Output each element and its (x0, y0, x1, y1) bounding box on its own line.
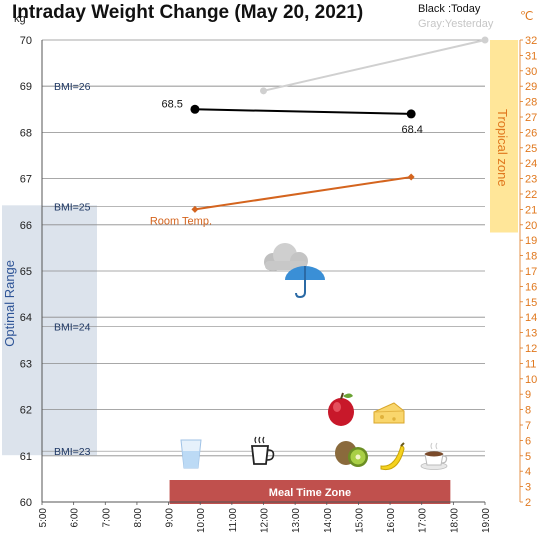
apple-icon (328, 392, 354, 426)
y-tick-label: 64 (20, 312, 32, 324)
y2-tick-label: 6 (525, 435, 531, 447)
y2-tick-label: 17 (525, 266, 537, 278)
y-tick-label: 69 (20, 81, 32, 93)
y2-tick-label: 9 (525, 389, 531, 401)
kiwi-icon (335, 441, 368, 467)
chart-title: Intraday Weight Change (May 20, 2021) (12, 2, 363, 23)
y2-tick-label: 30 (525, 66, 537, 78)
y2-tick-label: 7 (525, 420, 531, 432)
y-unit-label: kg (14, 13, 26, 25)
y2-tick-label: 20 (525, 220, 537, 232)
y-tick-label: 66 (20, 220, 32, 232)
y2-tick-label: 21 (525, 204, 537, 216)
room-temp-point (407, 173, 415, 181)
y2-tick-label: 14 (525, 312, 537, 324)
y-tick-label: 63 (20, 358, 32, 370)
today-line (194, 108, 412, 115)
yesterday-point (481, 36, 489, 44)
legend-today: Black :Today (418, 3, 481, 15)
x-tick-label: 14:00 (323, 508, 334, 533)
bmi-label: BMI=24 (54, 321, 91, 333)
legend-yesterday: Gray:Yesterday (418, 18, 494, 30)
room-temp-line (194, 176, 412, 211)
y-tick-label: 65 (20, 266, 32, 278)
y2-tick-label: 28 (525, 97, 537, 109)
y2-tick-label: 26 (525, 127, 537, 139)
today-point (406, 109, 416, 119)
y2-tick-label: 8 (525, 405, 531, 417)
y2-tick-label: 2 (525, 497, 531, 509)
x-tick-label: 12:00 (260, 508, 271, 533)
x-tick-label: 7:00 (101, 508, 112, 528)
y2-tick-label: 25 (525, 143, 537, 155)
y2-tick-label: 23 (525, 174, 537, 186)
y-tick-label: 70 (20, 35, 32, 47)
tropical-zone-label: Tropical zone (495, 109, 510, 187)
x-tick-label: 13:00 (291, 508, 302, 533)
cloud-umbrella-icon (264, 243, 325, 299)
x-tick-label: 16:00 (386, 508, 397, 533)
y2-tick-label: 22 (525, 189, 537, 201)
y2-tick-label: 27 (525, 112, 537, 124)
meal-time-zone-label: Meal Time Zone (269, 487, 351, 499)
y2-tick-label: 29 (525, 81, 537, 93)
data-label: 68.4 (401, 124, 422, 136)
y-tick-label: 62 (20, 405, 32, 417)
y2-tick-label: 5 (525, 451, 531, 463)
y2-tick-label: 10 (525, 374, 537, 386)
y2-unit-label: ℃ (520, 9, 533, 23)
x-tick-label: 6:00 (70, 508, 81, 528)
y-tick-label: 61 (20, 451, 32, 463)
y-tick-label: 67 (20, 174, 32, 186)
x-tick-label: 11:00 (228, 508, 239, 533)
room-temp-point (191, 205, 199, 213)
bmi-label: BMI=26 (54, 81, 91, 93)
x-tick-label: 10:00 (196, 508, 207, 533)
today-point (190, 104, 200, 114)
x-tick-label: 9:00 (165, 508, 176, 528)
y2-tick-label: 11 (525, 358, 536, 370)
yesterday-point (260, 87, 267, 95)
y2-tick-label: 18 (525, 251, 537, 263)
y2-tick-label: 12 (525, 343, 537, 355)
meal-time-zone-bar (169, 480, 451, 504)
x-tick-label: 15:00 (354, 508, 365, 533)
room-temp-label: Room Temp. (150, 215, 212, 227)
y2-tick-label: 3 (525, 482, 531, 494)
water-glass-icon (180, 439, 202, 469)
y2-tick-label: 13 (525, 328, 537, 340)
yesterday-line (263, 39, 486, 92)
y2-tick-label: 31 (525, 50, 537, 62)
coffee-cup-icon (250, 436, 275, 465)
cheese-icon (373, 402, 405, 424)
banana-icon (380, 442, 405, 471)
tropical-zone-band (490, 40, 518, 233)
optimal-range-label: Optimal Range (2, 260, 17, 347)
x-tick-label: 17:00 (418, 508, 429, 533)
bmi-label: BMI=25 (54, 201, 91, 213)
data-label: 68.5 (162, 98, 183, 110)
y2-tick-label: 4 (525, 466, 531, 478)
x-tick-label: 8:00 (133, 508, 144, 528)
y2-tick-label: 16 (525, 281, 537, 293)
cocoa-cup-icon (420, 442, 448, 470)
y2-tick-label: 24 (525, 158, 537, 170)
y2-tick-label: 19 (525, 235, 537, 247)
optimal-range-band (2, 205, 97, 456)
y2-tick-label: 32 (525, 35, 537, 47)
bmi-label: BMI=23 (54, 446, 91, 458)
x-tick-label: 5:00 (38, 508, 49, 528)
y-tick-label: 60 (20, 497, 32, 509)
x-tick-label: 18:00 (449, 508, 460, 533)
x-tick-label: 19:00 (481, 508, 492, 533)
y-tick-label: 68 (20, 127, 32, 139)
y2-tick-label: 15 (525, 297, 537, 309)
